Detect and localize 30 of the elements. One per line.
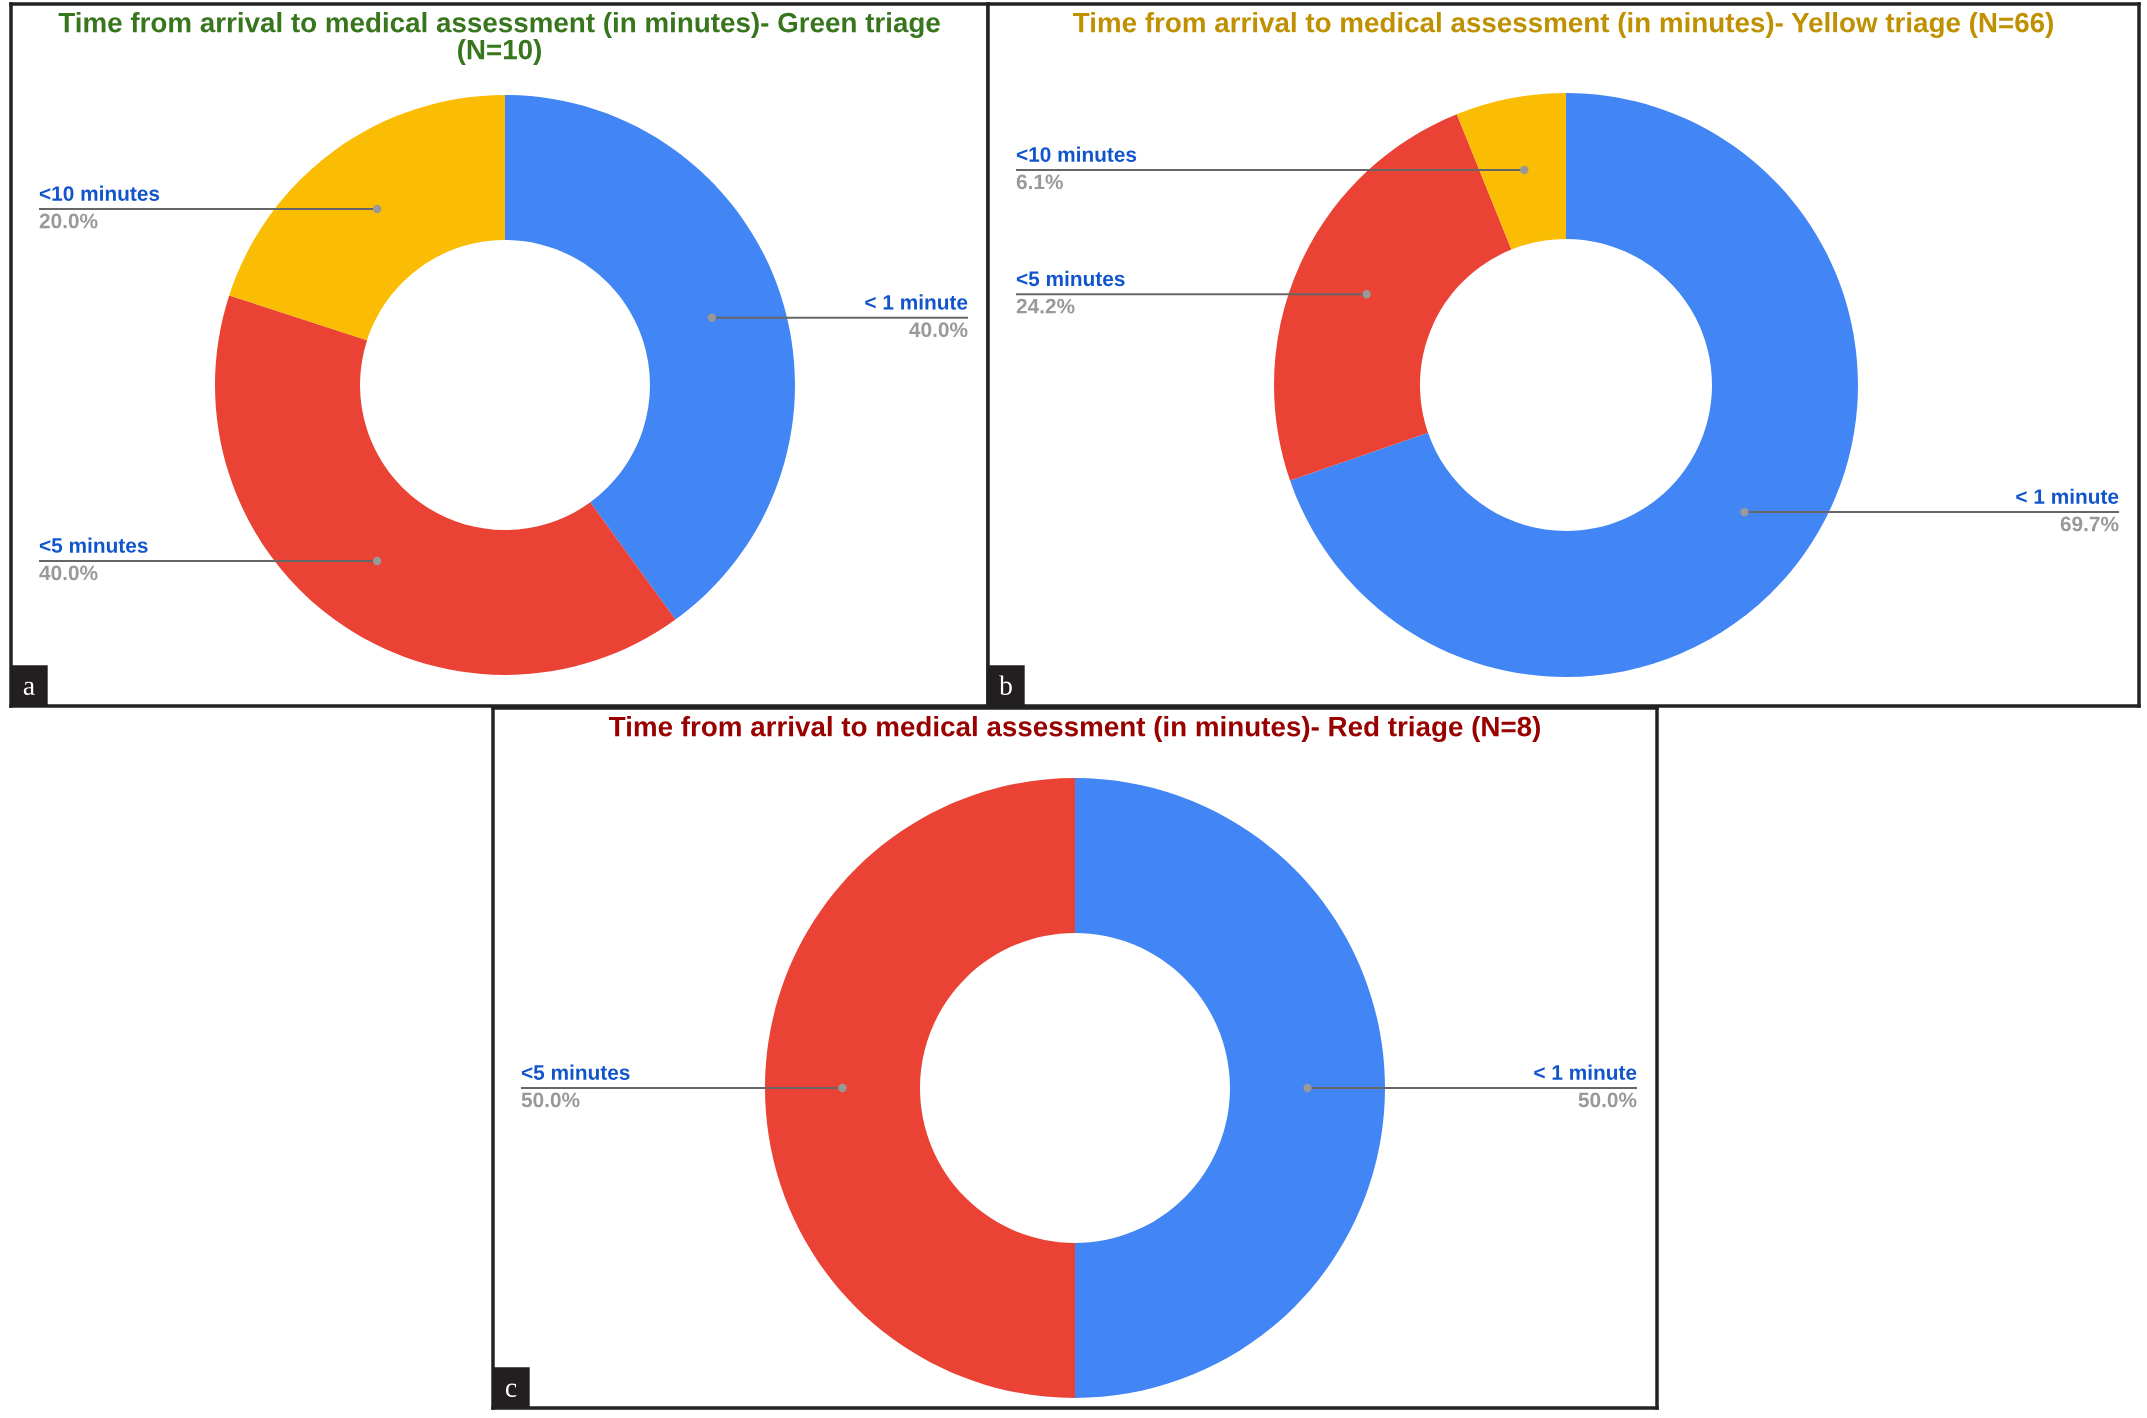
data-label: 69.7% [2060,516,2119,532]
slice-label: < 1 minute [1534,1064,1637,1080]
data-label: 40.0% [39,565,98,581]
chart-title: Time from arrival to medical assessment (in minutes)- Green triage (N=10) [58,12,940,65]
donut-slice [229,95,505,341]
slice-label: <5 minutes [39,537,148,553]
chart-title: Time from arrival to medical assessment (in minutes)- Yellow triage (N=66) [1073,12,2053,39]
data-label: 50.0% [521,1092,580,1108]
data-label: 24.2% [1016,298,1075,314]
data-label: 20.0% [39,213,98,229]
slice-label: <10 minutes [39,185,160,201]
donut-slice [215,295,676,675]
slice-label: <5 minutes [521,1064,630,1080]
data-label: 50.0% [1578,1092,1637,1108]
donut-slice [765,778,1075,1398]
text: c [505,1383,517,1397]
data-label: 6.1% [1016,174,1063,190]
slice-label: <5 minutes [1016,270,1125,287]
donut-slice [1075,778,1385,1398]
slice-label: <10 minutes [1016,146,1137,162]
chart-title: Time from arrival to medical assessment (in minutes)- Red triage (N=8) [609,716,1540,743]
donut-slice [1456,93,1566,250]
donut-slice [1274,114,1512,481]
slice-label: < 1 minute [865,294,968,310]
slice-label: < 1 minute [2016,488,2119,504]
donut-slice [505,95,795,620]
text: a [23,681,35,695]
donut-slice [1290,93,1858,677]
data-label: 40.0% [909,322,968,338]
text: b [999,675,1012,695]
